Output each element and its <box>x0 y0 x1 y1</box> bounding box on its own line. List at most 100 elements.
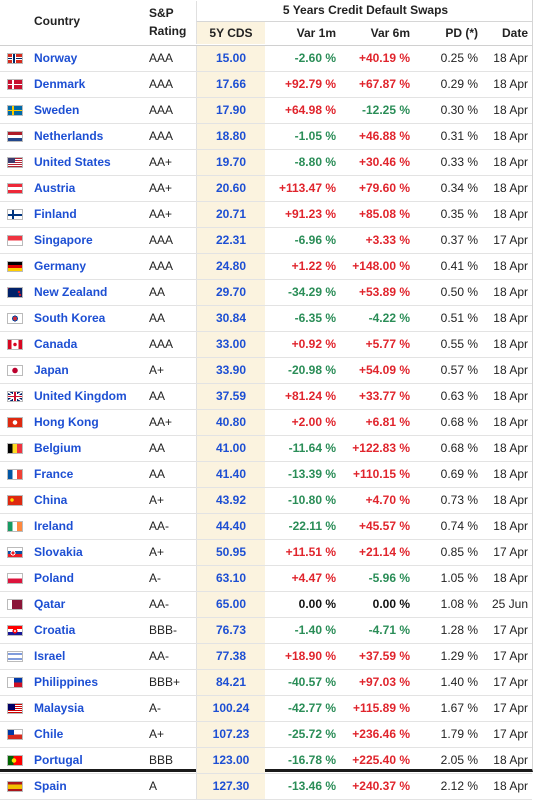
table-row[interactable]: Norway AAA 15.00 -2.60 % +40.19 % 0.25 % 18 Ap… <box>0 46 532 72</box>
cds-5y-value[interactable]: 18.80 <box>196 124 265 149</box>
country-link[interactable]: Finland <box>34 207 77 221</box>
country-link[interactable]: China <box>34 493 68 507</box>
cds-5y-value[interactable]: 29.70 <box>196 280 265 305</box>
country-link[interactable]: Japan <box>34 363 69 377</box>
table-row[interactable]: Hong Kong AA+ 40.80 +2.00 % +6.81 % 0.68 % 18 … <box>0 410 532 436</box>
pd-value: 0.63 % <box>440 389 478 403</box>
table-row[interactable]: Japan A+ 33.90 -20.98 % +54.09 % 0.57 % 18 Apr <box>0 358 532 384</box>
cds-5y-value[interactable]: 50.95 <box>196 540 265 565</box>
country-link[interactable]: Canada <box>34 337 78 351</box>
cds-5y-value[interactable]: 40.80 <box>196 410 265 435</box>
cds-5y-value[interactable]: 37.59 <box>196 384 265 409</box>
table-row[interactable]: Belgium AA 41.00 -11.64 % +122.83 % 0.68 % 18 … <box>0 436 532 462</box>
cds-5y-value[interactable]: 17.66 <box>196 72 265 97</box>
cds-5y-value[interactable]: 44.40 <box>196 514 265 539</box>
table-row[interactable]: United States AA+ 19.70 -8.80 % +30.46 % 0.33… <box>0 150 532 176</box>
cds-5y-value[interactable]: 127.30 <box>196 774 265 799</box>
table-row[interactable]: Canada AAA 33.00 +0.92 % +5.77 % 0.55 % 18 Apr <box>0 332 532 358</box>
table-row[interactable]: South Korea AA 30.84 -6.35 % -4.22 % 0.51 % 18… <box>0 306 532 332</box>
country-link[interactable]: Israel <box>34 649 66 663</box>
table-row[interactable]: Ireland AA- 44.40 -22.11 % +45.57 % 0.74 % 18 … <box>0 514 532 540</box>
country-link[interactable]: South Korea <box>34 311 106 325</box>
table-row[interactable]: Qatar AA- 65.00 0.00 % 0.00 % 1.08 % 25 Jun <box>0 592 532 618</box>
table-row[interactable]: Philippines BBB+ 84.21 -40.57 % +97.03 % 1.40… <box>0 670 532 696</box>
cds-5y-value[interactable]: 76.73 <box>196 618 265 643</box>
spain-flag-icon <box>7 781 23 792</box>
country-link[interactable]: Sweden <box>34 103 80 117</box>
country-link[interactable]: Ireland <box>34 519 74 533</box>
table-row[interactable]: Singapore AAA 22.31 -6.96 % +3.33 % 0.37 % 17 … <box>0 228 532 254</box>
cds-5y-value[interactable]: 41.00 <box>196 436 265 461</box>
table-row[interactable]: Spain A 127.30 -13.46 % +240.37 % 2.12 % 18 Ap… <box>0 774 532 800</box>
var-6m-header[interactable]: Var 6m <box>370 26 410 40</box>
country-header[interactable]: Country <box>34 14 80 28</box>
country-link[interactable]: Austria <box>34 181 76 195</box>
new-zealand-flag-icon <box>7 287 23 298</box>
pd-value: 0.55 % <box>440 337 478 351</box>
cds-5y-value[interactable]: 20.71 <box>196 202 265 227</box>
cds-5y-value[interactable]: 77.38 <box>196 644 265 669</box>
cds-5y-value[interactable]: 100.24 <box>196 696 265 721</box>
var-1m-header[interactable]: Var 1m <box>296 26 336 40</box>
country-link[interactable]: Hong Kong <box>34 415 99 429</box>
table-row[interactable]: Finland AA+ 20.71 +91.23 % +85.08 % 0.35 % 18 … <box>0 202 532 228</box>
country-link[interactable]: Qatar <box>34 597 66 611</box>
date-header[interactable]: Date <box>501 26 528 40</box>
table-row[interactable]: Netherlands AAA 18.80 -1.05 % +46.88 % 0.31 %… <box>0 124 532 150</box>
country-link[interactable]: Malaysia <box>34 701 85 715</box>
table-row[interactable]: France AA 41.40 -13.39 % +110.15 % 0.69 % 18 A… <box>0 462 532 488</box>
cds-5y-value[interactable]: 17.90 <box>196 98 265 123</box>
table-row[interactable]: Slovakia A+ 50.95 +11.51 % +21.14 % 0.85 % 17 … <box>0 540 532 566</box>
table-row[interactable]: China A+ 43.92 -10.80 % +4.70 % 0.73 % 18 Apr <box>0 488 532 514</box>
cds-5y-value[interactable]: 41.40 <box>196 462 265 487</box>
table-row[interactable]: New Zealand AA 29.70 -34.29 % +53.89 % 0.50 %… <box>0 280 532 306</box>
table-row[interactable]: United Kingdom AA 37.59 +81.24 % +33.77 % 0.6… <box>0 384 532 410</box>
cds-5y-value[interactable]: 19.70 <box>196 150 265 175</box>
country-link[interactable]: Spain <box>34 779 67 793</box>
cds-5y-value[interactable]: 33.00 <box>196 332 265 357</box>
country-link[interactable]: Chile <box>34 727 64 741</box>
country-link[interactable]: Slovakia <box>34 545 83 559</box>
country-link[interactable]: Portugal <box>34 753 83 767</box>
table-row[interactable]: Portugal BBB 123.00 -16.78 % +225.40 % 2.05 %… <box>0 748 532 774</box>
table-row[interactable]: Denmark AAA 17.66 +92.79 % +67.87 % 0.29 % 18 … <box>0 72 532 98</box>
table-row[interactable]: Malaysia A- 100.24 -42.77 % +115.89 % 1.67 % 1… <box>0 696 532 722</box>
table-row[interactable]: Israel AA- 77.38 +18.90 % +37.59 % 1.29 % 17 A… <box>0 644 532 670</box>
cds-5y-value[interactable]: 65.00 <box>196 592 265 617</box>
table-row[interactable]: Germany AAA 24.80 +1.22 % +148.00 % 0.41 % 18 … <box>0 254 532 280</box>
cds-5y-value[interactable]: 30.84 <box>196 306 265 331</box>
table-row[interactable]: Chile A+ 107.23 -25.72 % +236.46 % 1.79 % 17 A… <box>0 722 532 748</box>
cds-5y-value[interactable]: 24.80 <box>196 254 265 279</box>
table-row[interactable]: Croatia BBB- 76.73 -1.40 % -4.71 % 1.28 % 17 A… <box>0 618 532 644</box>
cds-5y-value[interactable]: 84.21 <box>196 670 265 695</box>
country-link[interactable]: Germany <box>34 259 87 273</box>
country-link[interactable]: New Zealand <box>34 285 108 299</box>
country-link[interactable]: France <box>34 467 74 481</box>
table-row[interactable]: Austria AA+ 20.60 +113.47 % +79.60 % 0.34 % 18… <box>0 176 532 202</box>
country-link[interactable]: United Kingdom <box>34 389 127 403</box>
table-row[interactable]: Sweden AAA 17.90 +64.98 % -12.25 % 0.30 % 18 A… <box>0 98 532 124</box>
country-link[interactable]: Norway <box>34 51 78 65</box>
cds-5y-value[interactable]: 107.23 <box>196 722 265 747</box>
cds-5y-value[interactable]: 15.00 <box>196 46 265 71</box>
country-link[interactable]: Poland <box>34 571 75 585</box>
country-link[interactable]: Philippines <box>34 675 99 689</box>
cds-5y-header[interactable]: 5Y CDS <box>196 22 265 44</box>
sp-rating-header[interactable]: S&P Rating <box>149 4 186 40</box>
country-link[interactable]: Belgium <box>34 441 82 455</box>
country-link[interactable]: Denmark <box>34 77 86 91</box>
cds-5y-value[interactable]: 123.00 <box>196 748 265 773</box>
pd-header[interactable]: PD (*) <box>445 26 478 40</box>
cds-5y-value[interactable]: 20.60 <box>196 176 265 201</box>
table-row[interactable]: Poland A- 63.10 +4.47 % -5.96 % 1.05 % 18 Apr <box>0 566 532 592</box>
country-link[interactable]: Croatia <box>34 623 76 637</box>
country-link[interactable]: United States <box>34 155 111 169</box>
pd-value: 0.34 % <box>440 181 478 195</box>
cds-5y-value[interactable]: 22.31 <box>196 228 265 253</box>
var-1m-value: +2.00 % <box>291 415 336 429</box>
country-link[interactable]: Singapore <box>34 233 93 247</box>
cds-5y-value[interactable]: 43.92 <box>196 488 265 513</box>
cds-5y-value[interactable]: 33.90 <box>196 358 265 383</box>
country-link[interactable]: Netherlands <box>34 129 104 143</box>
cds-5y-value[interactable]: 63.10 <box>196 566 265 591</box>
